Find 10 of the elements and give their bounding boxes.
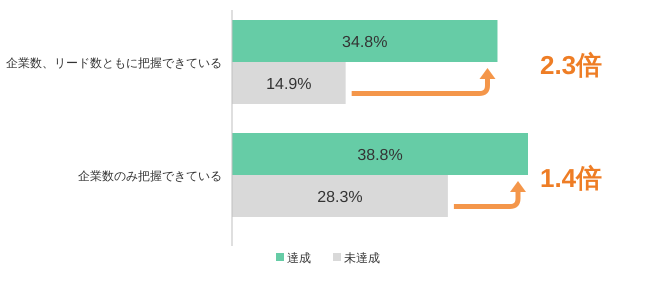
text: 1.4倍 bbox=[540, 163, 602, 193]
data-label: 28.3% bbox=[317, 189, 363, 206]
text: 2.3倍 bbox=[540, 50, 602, 80]
data-label: 34.8% bbox=[342, 34, 388, 51]
y-tick-label: 企業数のみ把握できている bbox=[78, 169, 222, 183]
legend-label: 達成 bbox=[287, 251, 311, 265]
legend-label: 未達成 bbox=[344, 251, 380, 265]
data-label: 38.8% bbox=[357, 147, 403, 164]
data-label: 14.9% bbox=[266, 76, 312, 93]
y-tick-label: 企業数、リード数ともに把握できている bbox=[6, 56, 222, 70]
